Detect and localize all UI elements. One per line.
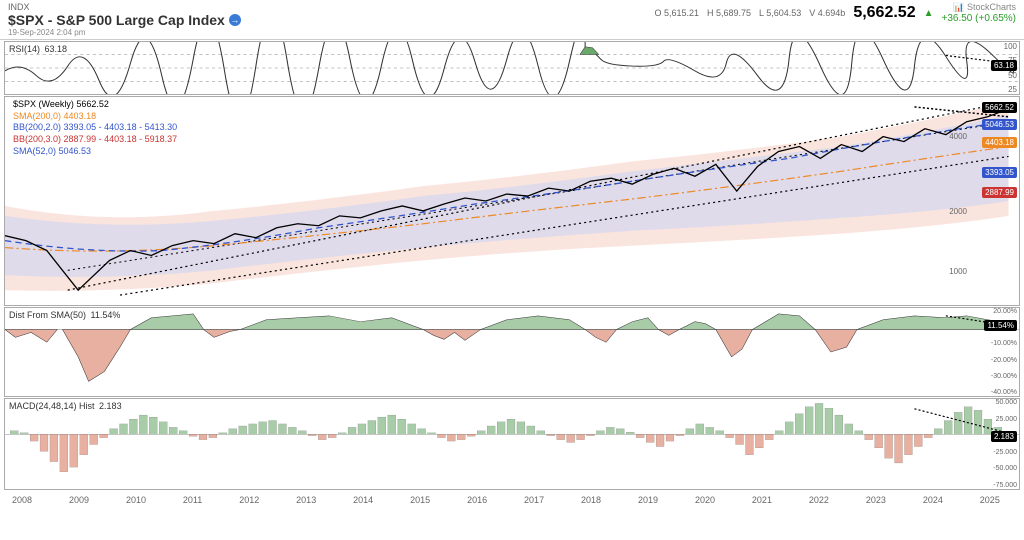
rsi-panel: RSI(14) 63.18 100755025 63.18 [4,41,1020,95]
badge-bb-upper: 3393.05 [982,167,1017,178]
x-tick: 2019 [638,495,658,505]
macd-y-axis: 50.00025.0000.000-25.000-50.000-75.000 [967,399,1017,489]
ohlc-vol: V 4.694b [809,8,845,18]
dist-label: Dist From SMA(50) 11.54% [9,310,122,320]
price-tick-4000: 4000 [949,132,967,141]
up-arrow-icon: ▲ [924,8,934,19]
price-main: 5,662.52 [853,4,915,22]
price-tick-1000: 1000 [949,267,967,276]
x-tick: 2021 [752,495,772,505]
macd-panel: MACD(24,48,14) Hist 2.183 50.00025.0000.… [4,398,1020,490]
dist-chart [5,308,1019,396]
x-tick: 2024 [923,495,943,505]
badge-price: 5662.52 [982,102,1017,113]
price-panel: $SPX (Weekly) 5662.52 SMA(200,0) 4403.18… [4,96,1020,306]
badge-bb-lower: 2887.99 [982,187,1017,198]
badge-sma200: 4403.18 [982,137,1017,148]
badge-sma52: 5046.53 [982,119,1017,130]
x-tick: 2012 [239,495,259,505]
ohlc-open: O 5,615.21 [654,8,699,18]
timestamp: 19-Sep-2024 2:04 pm [8,28,241,37]
dist-badge: 11.54% [984,320,1017,331]
rsi-label: RSI(14) 63.18 [9,44,69,54]
x-tick: 2017 [524,495,544,505]
x-tick: 2023 [866,495,886,505]
x-tick: 2015 [410,495,430,505]
ohlc-high: H 5,689.75 [707,8,751,18]
macd-chart [5,399,1019,489]
x-tick: 2009 [69,495,89,505]
x-tick: 2010 [126,495,146,505]
info-icon[interactable]: → [229,14,241,26]
x-tick: 2014 [353,495,373,505]
header-left: INDX $SPX - S&P 500 Large Cap Index → 19… [8,2,241,37]
indx-label: INDX [8,2,241,12]
legend-main: $SPX (Weekly) 5662.52 [13,99,177,111]
rsi-chart [5,42,1019,94]
x-axis: 2008 2009 2010 2011 2012 2013 2014 2015 … [0,491,1024,509]
legend-sma52: SMA(52,0) 5046.53 [13,146,177,158]
price-legend: $SPX (Weekly) 5662.52 SMA(200,0) 4403.18… [9,99,177,157]
x-tick: 2013 [296,495,316,505]
rsi-badge: 63.18 [991,60,1017,71]
x-tick: 2016 [467,495,487,505]
macd-badge: 2.183 [991,431,1017,442]
brand-label: 📊 StockCharts [953,2,1016,13]
chart-container: INDX $SPX - S&P 500 Large Cap Index → 19… [0,0,1024,540]
legend-bb2: BB(200,3.0) 2887.99 - 4403.18 - 5918.37 [13,134,177,146]
chart-header: INDX $SPX - S&P 500 Large Cap Index → 19… [0,0,1024,40]
x-tick: 2025 [980,495,1000,505]
legend-bb1: BB(200,2.0) 3393.05 - 4403.18 - 5413.30 [13,122,177,134]
macd-label: MACD(24,48,14) Hist 2.183 [9,401,124,411]
price-change: +36.50 (+0.65%) [942,13,1017,24]
x-tick: 2020 [695,495,715,505]
dist-panel: Dist From SMA(50) 11.54% 20.00%0.00%-10.… [4,307,1020,397]
x-tick: 2011 [183,495,202,505]
header-right: O 5,615.21 H 5,689.75 L 5,604.53 V 4.694… [654,2,1016,24]
x-tick: 2022 [809,495,829,505]
price-tick-2000: 2000 [949,207,967,216]
symbol-title: $SPX - S&P 500 Large Cap Index [8,12,225,28]
x-tick: 2018 [581,495,601,505]
ohlc-low: L 5,604.53 [759,8,801,18]
x-tick: 2008 [12,495,32,505]
legend-sma200: SMA(200,0) 4403.18 [13,111,177,123]
